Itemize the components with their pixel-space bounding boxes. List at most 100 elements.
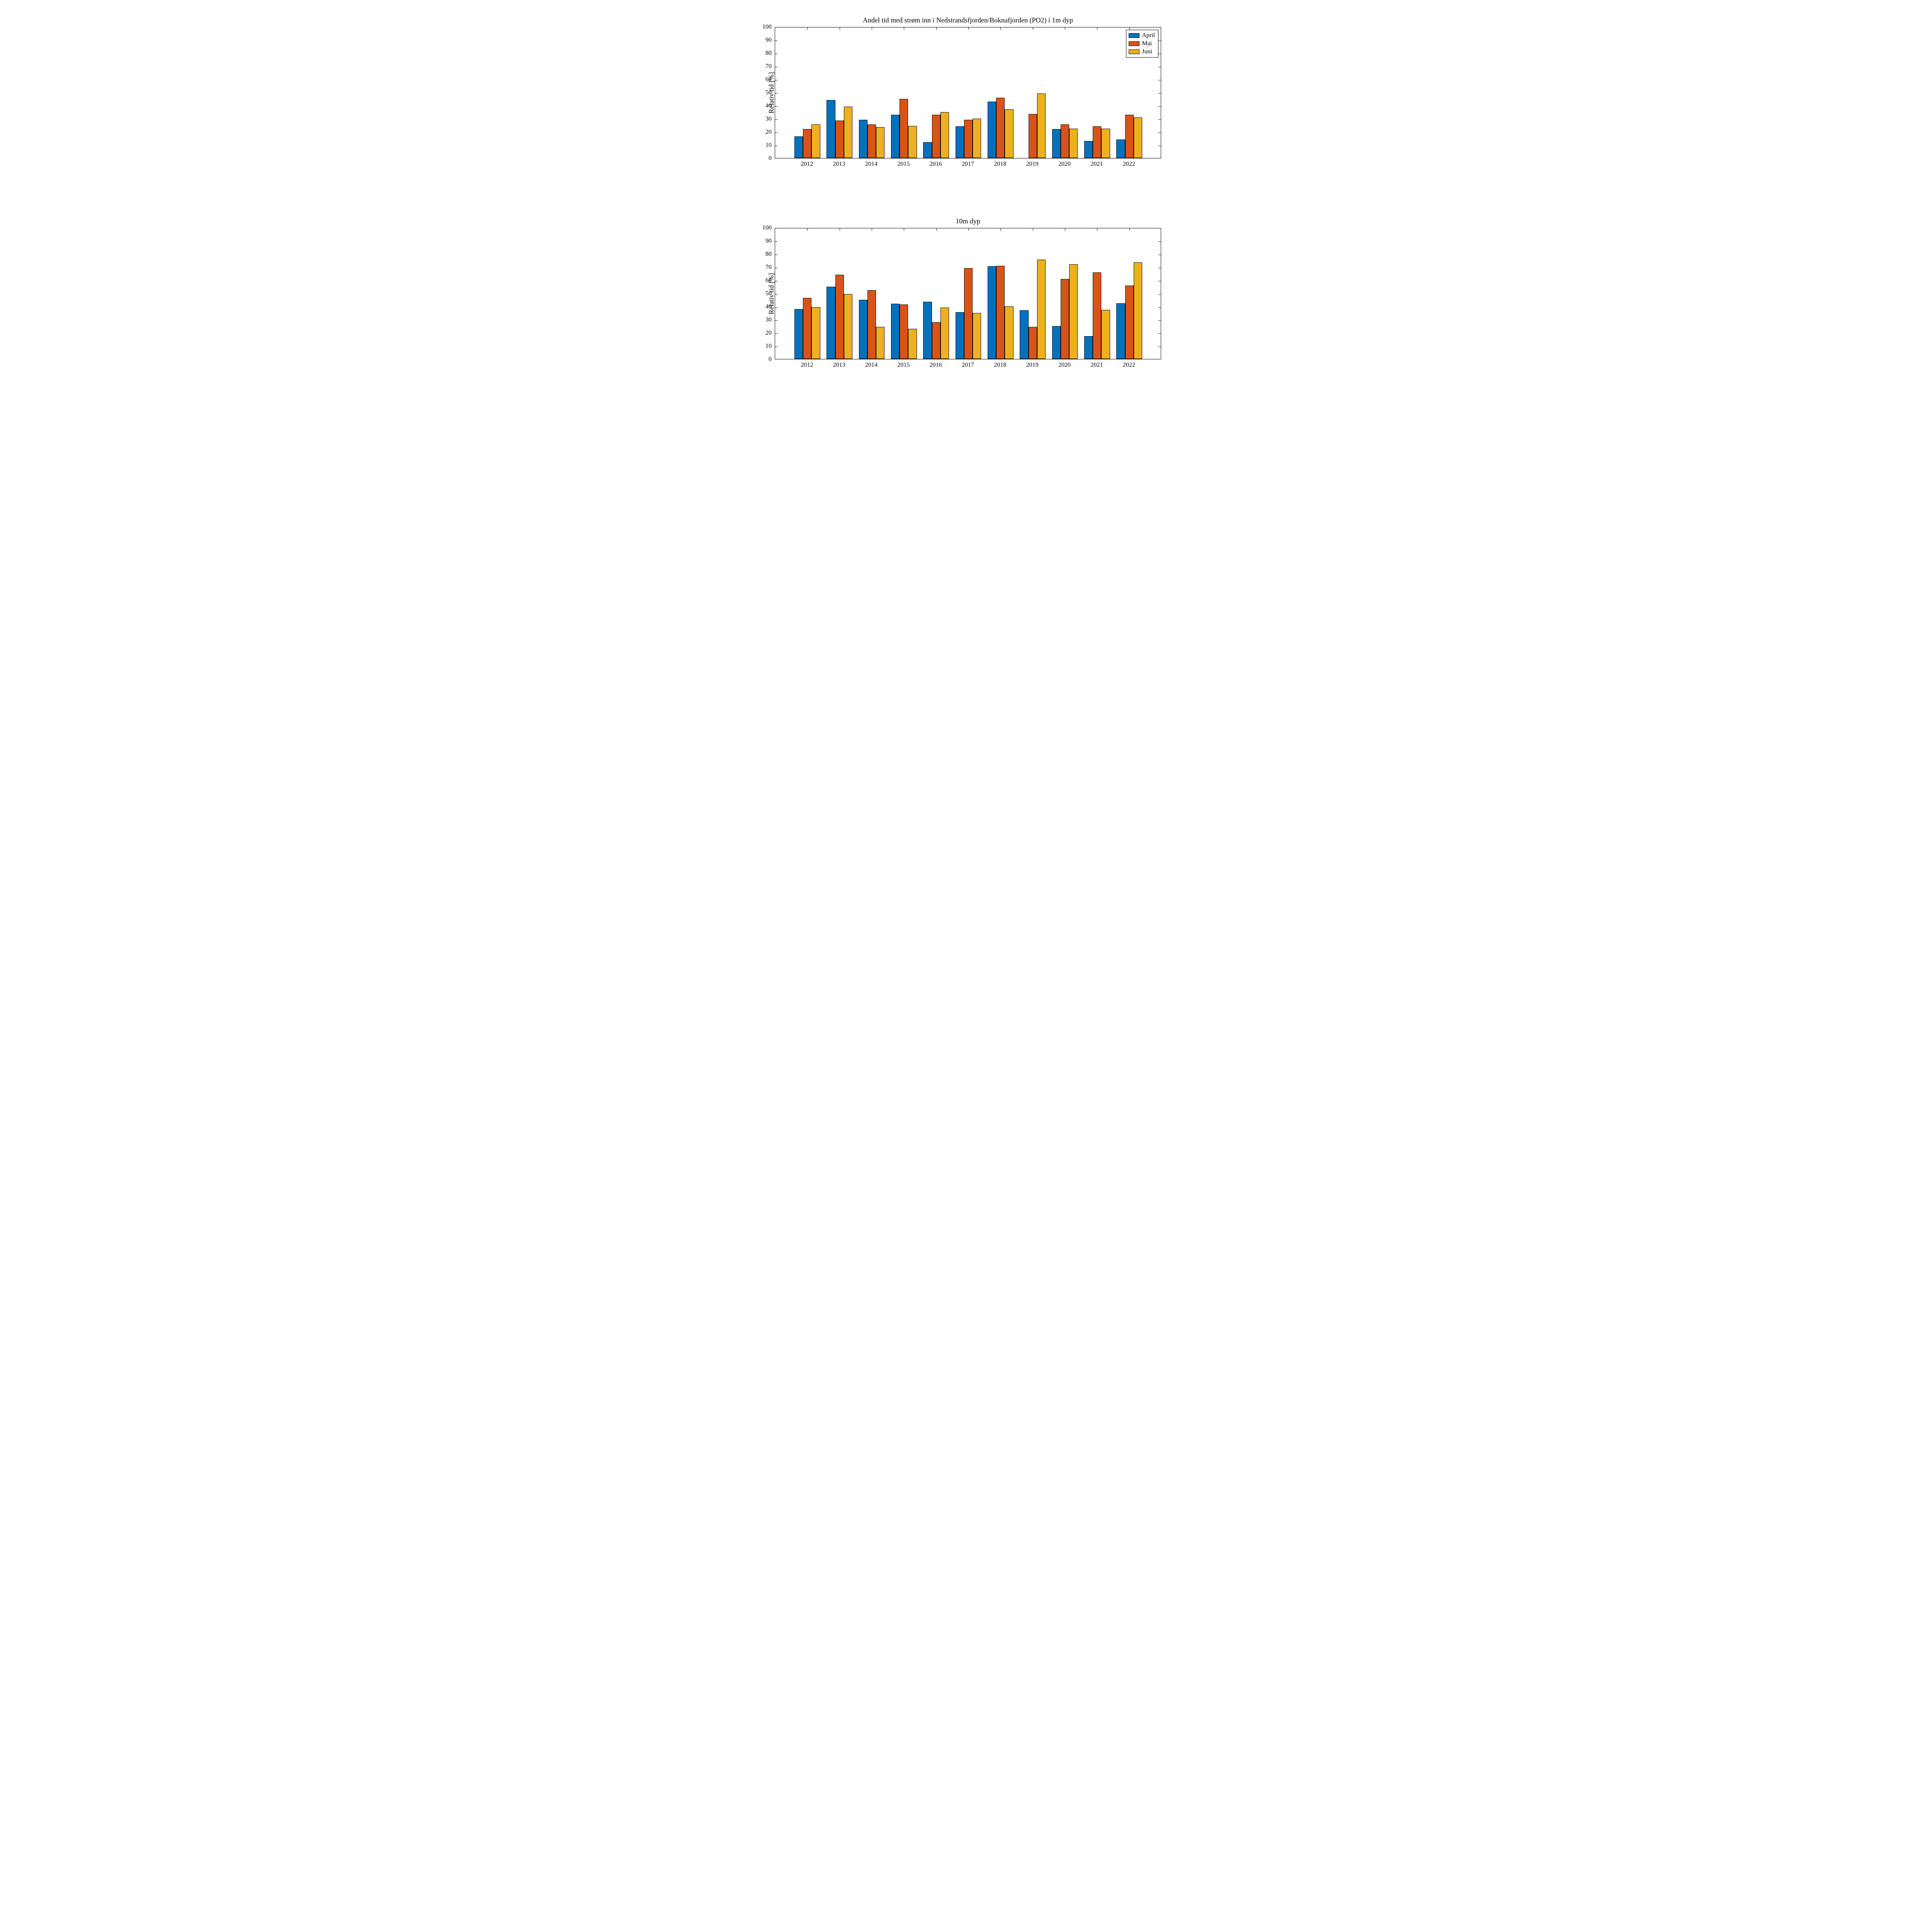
y-tick-label: 20 [765, 330, 772, 337]
legend-swatch [1129, 33, 1139, 38]
bar-mai [900, 304, 908, 359]
bar-juni [973, 313, 981, 359]
y-tick-label: 40 [765, 303, 772, 310]
bar-juni [1037, 260, 1046, 359]
x-tick-mark [936, 27, 937, 30]
bar-juni [1069, 129, 1078, 158]
y-tick-label: 70 [765, 63, 772, 70]
bar-mai [1093, 272, 1101, 359]
y-tick-label: 30 [765, 116, 772, 122]
bar-juni [1005, 109, 1013, 158]
y-tick-mark [775, 333, 777, 334]
bar-juni [908, 126, 917, 158]
bar-mai [1029, 327, 1037, 359]
y-tick-mark [1158, 119, 1161, 120]
bar-april [1084, 336, 1093, 359]
bar-april [1052, 129, 1061, 158]
x-tick-mark [1000, 228, 1001, 231]
bar-mai [1093, 126, 1101, 158]
bar-juni [1069, 264, 1078, 359]
x-tick-label: 2019 [1026, 362, 1039, 369]
x-tick-mark [968, 228, 969, 231]
bar-mai [964, 268, 973, 359]
x-tick-label: 2020 [1058, 362, 1071, 369]
y-tick-label: 20 [765, 129, 772, 136]
legend-item-juni: Juni [1129, 48, 1155, 56]
x-tick-label: 2016 [930, 362, 942, 369]
x-tick-mark [1129, 228, 1130, 231]
bar-juni [876, 127, 884, 158]
bar-april [923, 302, 932, 359]
x-tick-label: 2019 [1026, 161, 1039, 168]
bar-april [988, 266, 996, 359]
x-tick-label: 2021 [1090, 161, 1103, 168]
bar-juni [811, 124, 820, 158]
bar-mai [867, 124, 876, 158]
bar-april [1116, 139, 1125, 158]
bar-mai [932, 322, 940, 359]
bar-april [827, 287, 835, 359]
x-tick-label: 2017 [962, 161, 974, 168]
bar-april [988, 102, 996, 158]
bar-mai [1029, 114, 1037, 158]
panel-10m: 10m dypRelativ tid [%]010203040506070809… [775, 228, 1161, 359]
bar-mai [900, 99, 908, 158]
bar-mai [803, 129, 811, 158]
bar-april [891, 304, 900, 359]
bar-juni [940, 308, 949, 359]
figure: AprilMaiJuni Andel tid med strøm inn i Ne… [724, 0, 1208, 408]
legend-item-mai: Mai [1129, 40, 1155, 48]
x-tick-label: 2012 [801, 161, 813, 168]
x-tick-mark [807, 228, 808, 231]
x-tick-label: 2016 [930, 161, 942, 168]
bar-april [891, 115, 900, 158]
x-tick-label: 2013 [833, 161, 845, 168]
bar-juni [1134, 262, 1142, 359]
y-tick-label: 80 [765, 251, 772, 258]
bar-juni [811, 307, 820, 359]
bar-mai [964, 120, 973, 158]
plot-area [775, 228, 1161, 359]
bar-mai [835, 121, 844, 158]
y-tick-mark [1158, 307, 1161, 308]
y-tick-label: 10 [765, 343, 772, 350]
y-tick-label: 50 [765, 89, 772, 96]
bar-juni [1101, 310, 1110, 359]
bar-juni [940, 112, 949, 158]
x-tick-label: 2013 [833, 362, 845, 369]
x-tick-label: 2022 [1123, 161, 1135, 168]
y-tick-label: 50 [765, 290, 772, 297]
bar-april [956, 312, 964, 359]
bar-juni [908, 329, 917, 359]
y-tick-label: 0 [769, 356, 772, 363]
bar-april [956, 126, 964, 158]
y-tick-label: 90 [765, 238, 772, 245]
x-tick-mark [807, 27, 808, 30]
x-tick-label: 2020 [1058, 161, 1071, 168]
bar-juni [1101, 129, 1110, 158]
y-tick-mark [775, 119, 777, 120]
bar-mai [835, 275, 844, 359]
bar-juni [973, 119, 981, 158]
chart-title: Andel tid med strøm inn i Nedstrandsfjor… [775, 16, 1161, 24]
bar-mai [996, 266, 1005, 359]
y-tick-label: 10 [765, 142, 772, 149]
y-tick-mark [775, 320, 777, 321]
plot-area: AprilMaiJuni [775, 27, 1161, 158]
bar-april [1052, 326, 1061, 359]
legend-item-april: April [1129, 32, 1155, 40]
bar-april [827, 100, 835, 158]
y-tick-label: 60 [765, 277, 772, 284]
x-tick-label: 2014 [865, 362, 878, 369]
bar-april [794, 136, 803, 158]
y-tick-label: 70 [765, 264, 772, 271]
x-tick-label: 2018 [994, 161, 1006, 168]
y-tick-label: 60 [765, 76, 772, 83]
bar-april [794, 309, 803, 359]
y-tick-label: 0 [769, 155, 772, 162]
x-tick-label: 2015 [897, 362, 910, 369]
legend-swatch [1129, 41, 1139, 46]
y-tick-mark [1158, 93, 1161, 94]
x-tick-mark [936, 228, 937, 231]
y-tick-mark [1158, 320, 1161, 321]
